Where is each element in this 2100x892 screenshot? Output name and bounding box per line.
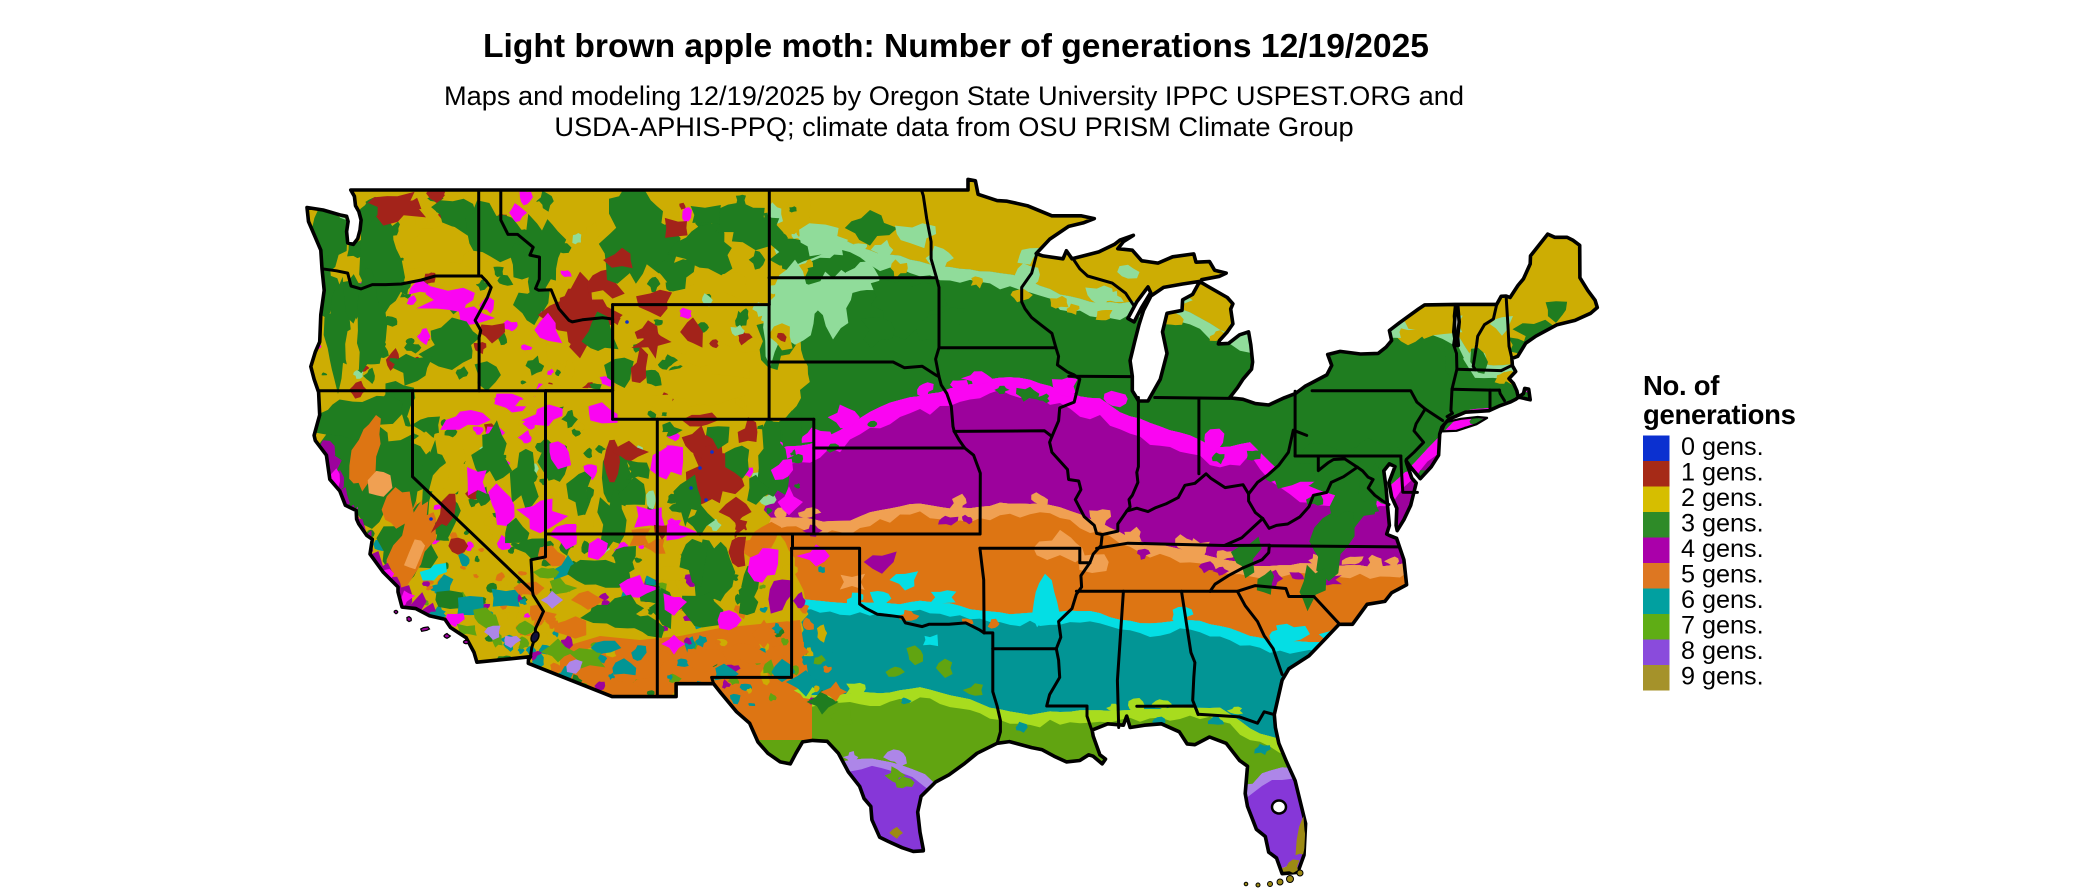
svg-text:2 gens.: 2 gens.: [1681, 484, 1764, 512]
svg-text:No. of: No. of: [1643, 370, 1720, 401]
svg-text:generations: generations: [1643, 399, 1796, 430]
svg-text:5 gens.: 5 gens.: [1681, 561, 1764, 589]
svg-text:USDA-APHIS-PPQ; climate data f: USDA-APHIS-PPQ; climate data from OSU PR…: [554, 111, 1353, 142]
svg-text:1 gens.: 1 gens.: [1681, 459, 1764, 487]
svg-text:6 gens.: 6 gens.: [1681, 586, 1764, 614]
svg-text:3 gens.: 3 gens.: [1681, 510, 1764, 538]
svg-text:7 gens.: 7 gens.: [1681, 612, 1764, 640]
svg-text:0 gens.: 0 gens.: [1681, 433, 1764, 461]
svg-text:Light brown apple moth: Number: Light brown apple moth: Number of genera…: [483, 28, 1429, 65]
svg-text:Maps and modeling 12/19/2025 b: Maps and modeling 12/19/2025 by Oregon S…: [444, 80, 1464, 111]
svg-text:4 gens.: 4 gens.: [1681, 535, 1764, 563]
svg-text:8 gens.: 8 gens.: [1681, 637, 1764, 665]
svg-text:9 gens.: 9 gens.: [1681, 663, 1764, 691]
